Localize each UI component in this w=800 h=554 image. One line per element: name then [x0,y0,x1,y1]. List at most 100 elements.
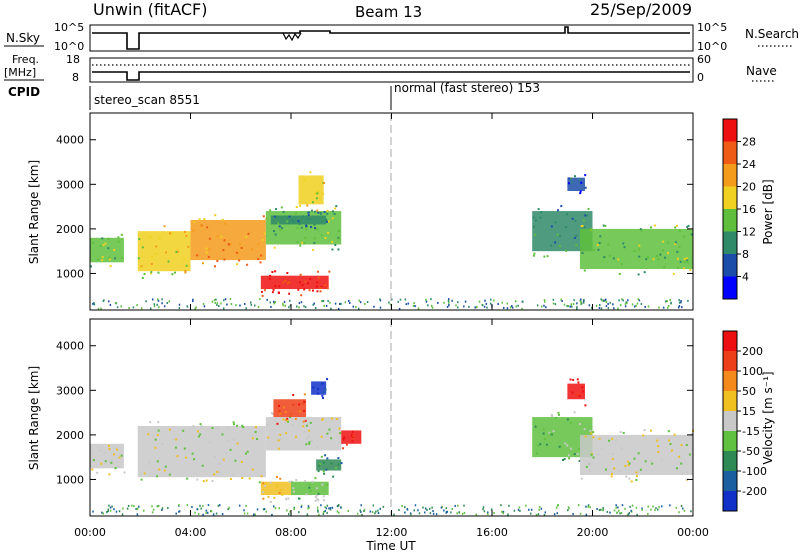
velocity-speckle [156,475,159,478]
power-ground-scatter [163,305,166,308]
velocity-speckle [639,468,642,471]
power-cell [260,275,329,290]
velocity-speckle [321,394,324,397]
velocity-ground-scatter [219,504,221,507]
power-ground-scatter [153,305,156,308]
power-speckle [236,263,239,266]
velocity-ground-scatter [197,513,200,516]
power-speckle [323,182,326,185]
velocity-ground-scatter [636,513,638,516]
power-ground-scatter [665,300,667,303]
power-ground-scatter [178,307,181,310]
velocity-speckle [277,439,280,442]
velocity-speckle [673,433,676,436]
power-ground-scatter [379,299,382,302]
power-ground-scatter [114,302,117,305]
velocity-ground-scatter [482,508,484,511]
time-tick-label: 08:00 [275,526,307,539]
velocity-ground-scatter [613,509,616,512]
nave-tick-bottom: 0 [697,71,704,84]
power-speckle [280,206,283,209]
power-ground-scatter [437,301,439,304]
power-speckle [645,258,648,261]
velocity-ground-scatter [654,509,656,512]
power-ground-scatter [358,307,360,310]
freq-label: Freq. [12,53,39,66]
velocity-speckle [322,499,325,502]
velocity-ground-scatter [535,513,538,516]
power-speckle [114,257,117,260]
power-ground-scatter [576,306,578,309]
power-ground-scatter [239,304,241,307]
velocity-ground-scatter [680,504,683,507]
velocity-speckle [251,468,254,471]
cpid-label: CPID [8,85,40,99]
power-speckle [579,192,582,195]
power-ground-scatter [451,299,453,302]
velocity-speckle [292,487,295,490]
power-speckle [674,226,677,229]
power-speckle [316,191,319,194]
velocity-speckle [343,436,346,439]
velocity-ground-scatter [322,512,325,515]
power-speckle [335,205,338,208]
velocity-speckle [633,457,636,460]
velocity-speckle [208,441,211,444]
power-speckle [556,233,559,236]
velocity-ground-scatter [647,513,649,516]
time-tick-label: 04:00 [175,526,207,539]
velocity-speckle [322,470,325,473]
power-speckle [584,214,587,217]
velocity-speckle [625,475,628,478]
power-ground-scatter [344,301,347,304]
velocity-ground-scatter [136,513,139,516]
velocity-speckle [669,443,672,446]
power-ground-scatter [273,302,275,305]
velocity-speckle [592,456,595,459]
power-ground-scatter [619,304,622,307]
power-speckle [578,178,581,181]
power-speckle [184,271,187,274]
velocity-speckle [575,393,578,396]
power-speckle [263,289,266,292]
power-speckle [238,259,241,262]
velocity-speckle [305,424,308,427]
velocity-ground-scatter [246,512,249,515]
power-speckle [273,215,276,218]
velocity-speckle [619,470,622,473]
velocity-ground-scatter [518,506,521,509]
velocity-speckle [598,437,601,440]
power-ground-scatter [340,302,342,305]
power-ground-scatter [108,300,110,303]
velocity-ground-scatter [585,513,588,516]
velocity-speckle [317,499,320,502]
velocity-ground-scatter [658,506,660,509]
velocity-ground-scatter [306,513,309,516]
velocity-ground-scatter [308,506,310,509]
power-speckle [331,240,334,243]
velocity-ground-scatter [429,512,432,515]
power-colorbar-segment [723,119,737,142]
power-ground-scatter [514,300,517,303]
power-speckle [617,258,620,261]
power-speckle [284,279,287,282]
power-speckle [573,236,576,239]
power-ground-scatter [348,299,350,302]
velocity-ground-scatter [113,508,115,511]
velocity-ground-scatter [487,513,489,516]
power-speckle [223,239,226,242]
velocity-ground-scatter [243,509,245,512]
velocity-speckle [254,430,257,433]
velocity-ground-scatter [363,510,365,513]
power-speckle [575,234,578,237]
velocity-speckle [260,475,263,478]
velocity-speckle [96,471,99,474]
power-speckle [581,225,584,228]
velocity-ground-scatter [445,511,447,514]
power-speckle [222,249,225,252]
velocity-speckle [262,497,265,500]
velocity-speckle [269,500,272,503]
velocity-speckle [318,464,321,467]
power-speckle [677,266,680,269]
